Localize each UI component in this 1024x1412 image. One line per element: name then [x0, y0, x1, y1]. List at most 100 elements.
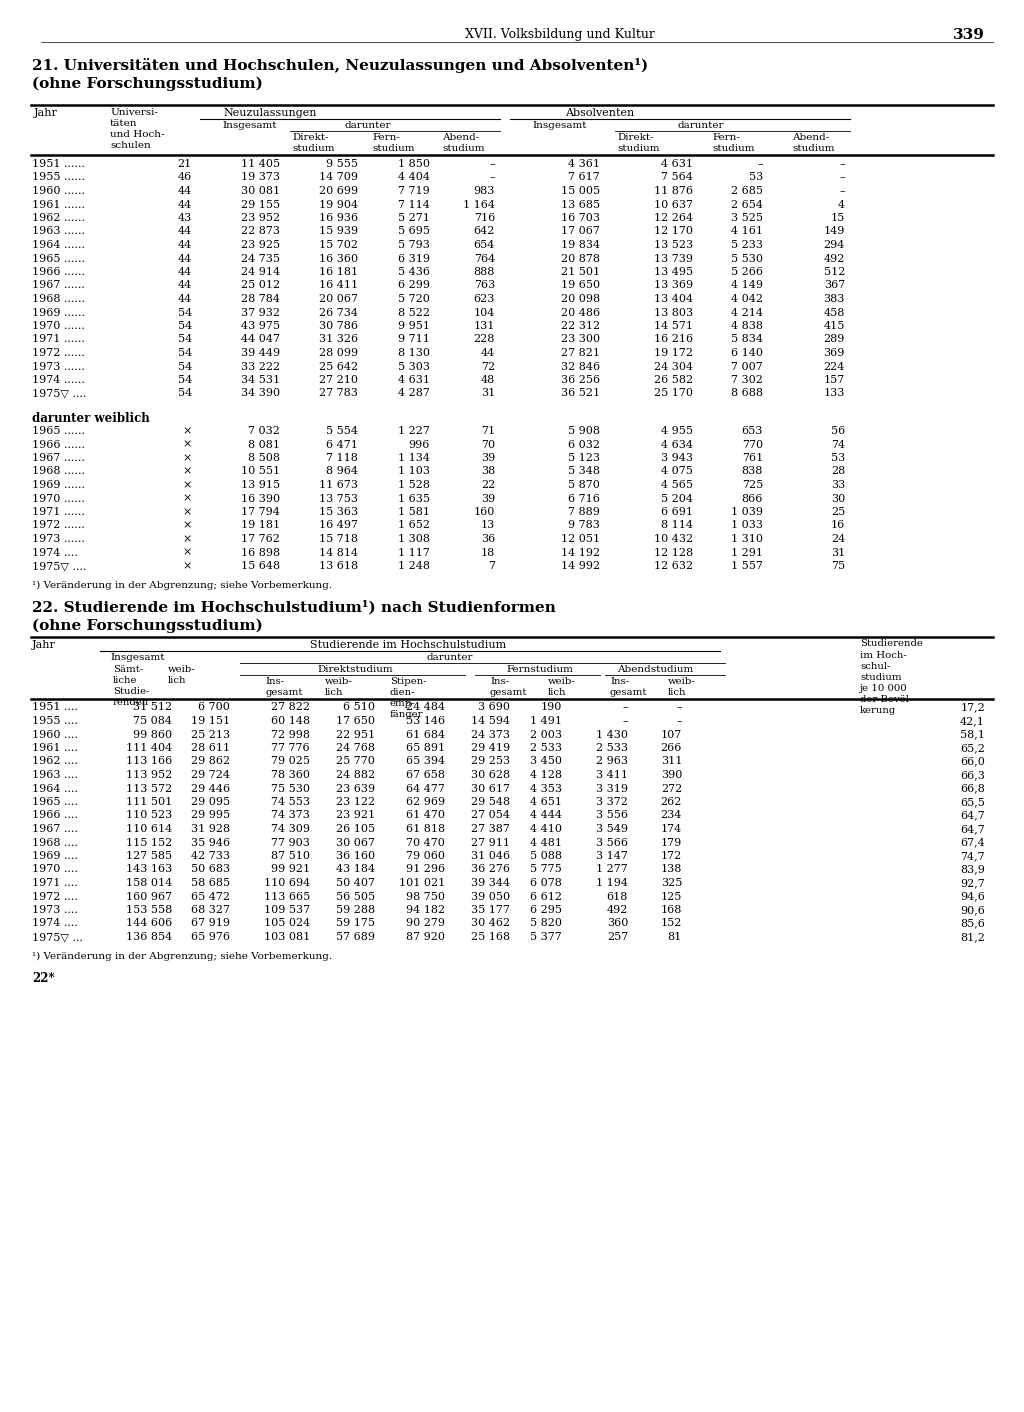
Text: 26 105: 26 105	[336, 825, 375, 834]
Text: 7 719: 7 719	[398, 186, 430, 196]
Text: 74 309: 74 309	[271, 825, 310, 834]
Text: Fernstudium: Fernstudium	[507, 665, 573, 674]
Text: 2 533: 2 533	[530, 743, 562, 753]
Text: Studierende im Hochschulstudium: Studierende im Hochschulstudium	[310, 640, 506, 650]
Text: 15 718: 15 718	[319, 534, 358, 544]
Text: 1974 ....: 1974 ....	[32, 918, 78, 929]
Text: ×: ×	[182, 439, 193, 449]
Text: 383: 383	[823, 294, 845, 304]
Text: 325: 325	[660, 878, 682, 888]
Text: 1963 ....: 1963 ....	[32, 770, 78, 779]
Text: –: –	[623, 716, 628, 726]
Text: 39 344: 39 344	[471, 878, 510, 888]
Text: 996: 996	[409, 439, 430, 449]
Text: 25 168: 25 168	[471, 932, 510, 942]
Text: Insgesamt: Insgesamt	[223, 121, 278, 130]
Text: 75 530: 75 530	[271, 784, 310, 794]
Text: 14 992: 14 992	[561, 561, 600, 570]
Text: 492: 492	[606, 905, 628, 915]
Text: 1 194: 1 194	[596, 878, 628, 888]
Text: 623: 623	[474, 294, 495, 304]
Text: 2 533: 2 533	[596, 743, 628, 753]
Text: 4: 4	[838, 199, 845, 209]
Text: 44: 44	[178, 254, 193, 264]
Text: 67,4: 67,4	[961, 837, 985, 847]
Text: 75 084: 75 084	[133, 716, 172, 726]
Text: 110 614: 110 614	[126, 825, 172, 834]
Text: 136 854: 136 854	[126, 932, 172, 942]
Text: 39 050: 39 050	[471, 891, 510, 901]
Text: –: –	[840, 172, 845, 182]
Text: 27 054: 27 054	[471, 810, 510, 820]
Text: 99 921: 99 921	[271, 864, 310, 874]
Text: 54: 54	[178, 388, 193, 398]
Text: 34 531: 34 531	[241, 376, 280, 385]
Text: 10 551: 10 551	[241, 466, 280, 476]
Text: 4 161: 4 161	[731, 226, 763, 236]
Text: weib-
lich: weib- lich	[668, 676, 695, 696]
Text: 92,7: 92,7	[961, 878, 985, 888]
Text: 1966 ......: 1966 ......	[32, 439, 85, 449]
Text: 5 436: 5 436	[398, 267, 430, 277]
Text: 81: 81	[668, 932, 682, 942]
Text: 6 691: 6 691	[662, 507, 693, 517]
Text: 17 762: 17 762	[241, 534, 280, 544]
Text: 12 051: 12 051	[561, 534, 600, 544]
Text: ×: ×	[182, 466, 193, 476]
Text: 6 295: 6 295	[530, 905, 562, 915]
Text: 38: 38	[480, 466, 495, 476]
Text: 22 873: 22 873	[241, 226, 280, 236]
Text: darunter weiblich: darunter weiblich	[32, 412, 150, 425]
Text: 61 684: 61 684	[406, 730, 445, 740]
Text: XVII. Volksbildung und Kultur: XVII. Volksbildung und Kultur	[465, 28, 655, 41]
Text: 1 557: 1 557	[731, 561, 763, 570]
Text: 99 860: 99 860	[133, 730, 172, 740]
Text: 13 685: 13 685	[561, 199, 600, 209]
Text: 1 291: 1 291	[731, 548, 763, 558]
Text: 19 181: 19 181	[241, 521, 280, 531]
Text: 74 373: 74 373	[271, 810, 310, 820]
Text: 4 353: 4 353	[530, 784, 562, 794]
Text: 1 227: 1 227	[398, 426, 430, 436]
Text: 1969 ....: 1969 ....	[32, 851, 78, 861]
Text: 7: 7	[488, 561, 495, 570]
Text: 54: 54	[178, 308, 193, 318]
Text: Sämt-
liche
Studie-
renden: Sämt- liche Studie- renden	[113, 665, 150, 707]
Text: 36 256: 36 256	[561, 376, 600, 385]
Text: 13 803: 13 803	[654, 308, 693, 318]
Text: darunter: darunter	[345, 121, 391, 130]
Text: 7 118: 7 118	[326, 453, 358, 463]
Text: ¹) Veränderung in der Abgrenzung; siehe Vorbemerkung.: ¹) Veränderung in der Abgrenzung; siehe …	[32, 580, 332, 590]
Text: 75: 75	[830, 561, 845, 570]
Text: 1 581: 1 581	[398, 507, 430, 517]
Text: 30 081: 30 081	[241, 186, 280, 196]
Text: 30 617: 30 617	[471, 784, 510, 794]
Text: 1970 ......: 1970 ......	[32, 321, 85, 330]
Text: 311: 311	[660, 757, 682, 767]
Text: Fern-
studium: Fern- studium	[712, 133, 755, 152]
Text: 3 372: 3 372	[596, 796, 628, 808]
Text: 18: 18	[480, 548, 495, 558]
Text: 5 908: 5 908	[568, 426, 600, 436]
Text: 4 631: 4 631	[398, 376, 430, 385]
Text: 39: 39	[480, 494, 495, 504]
Text: 1967 ....: 1967 ....	[32, 825, 78, 834]
Text: 12 170: 12 170	[654, 226, 693, 236]
Text: 64,7: 64,7	[961, 825, 985, 834]
Text: 34 390: 34 390	[241, 388, 280, 398]
Text: 29 724: 29 724	[191, 770, 230, 779]
Text: 29 862: 29 862	[190, 757, 230, 767]
Text: 28 784: 28 784	[241, 294, 280, 304]
Text: 31 326: 31 326	[318, 335, 358, 345]
Text: 390: 390	[660, 770, 682, 779]
Text: 13 753: 13 753	[319, 494, 358, 504]
Text: Insgesamt: Insgesamt	[532, 121, 587, 130]
Text: ×: ×	[182, 534, 193, 544]
Text: Universi-
täten
und Hoch-
schulen: Universi- täten und Hoch- schulen	[110, 107, 165, 150]
Text: 4 128: 4 128	[530, 770, 562, 779]
Text: 19 904: 19 904	[318, 199, 358, 209]
Text: 17 794: 17 794	[241, 507, 280, 517]
Text: 66,8: 66,8	[961, 784, 985, 794]
Text: 71: 71	[481, 426, 495, 436]
Text: 81,2: 81,2	[961, 932, 985, 942]
